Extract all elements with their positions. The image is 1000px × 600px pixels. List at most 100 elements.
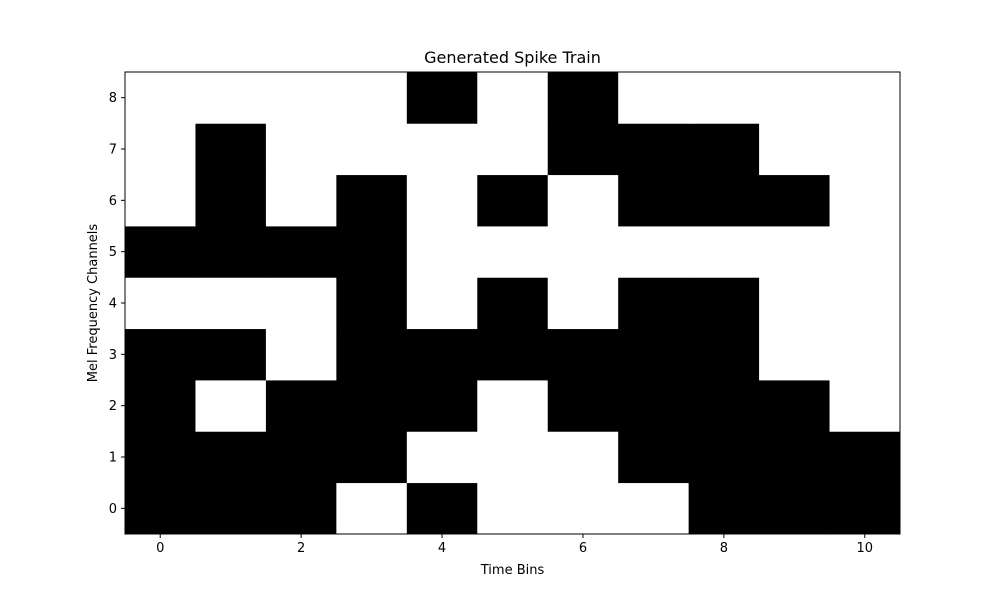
heatmap-cell-0-7	[125, 123, 196, 176]
heatmap-cell-1-1	[195, 431, 267, 484]
heatmap-cell-9-5	[759, 226, 830, 278]
heatmap-cell-6-5	[547, 226, 619, 278]
heatmap-cell-6-3	[547, 328, 619, 381]
heatmap-cell-8-6	[688, 174, 760, 227]
heatmap-cell-6-0	[547, 482, 619, 535]
heatmap-cell-5-2	[477, 380, 549, 432]
y-tick-label: 8	[109, 91, 117, 106]
heatmap-cell-7-8	[618, 72, 690, 124]
heatmap-cell-10-6	[829, 174, 901, 227]
heatmap-cells	[125, 72, 901, 535]
heatmap-cell-3-7	[336, 123, 408, 176]
heatmap-cell-9-7	[759, 123, 830, 176]
heatmap-cell-9-1	[759, 431, 830, 484]
heatmap-cell-5-6	[477, 174, 549, 227]
x-tick-label: 10	[856, 541, 873, 556]
heatmap-cell-0-4	[125, 277, 196, 330]
heatmap-cell-7-1	[618, 431, 690, 484]
heatmap-cell-8-5	[688, 226, 760, 278]
heatmap-cell-7-4	[618, 277, 690, 330]
heatmap-cell-1-5	[195, 226, 267, 278]
heatmap-cell-6-4	[547, 277, 619, 330]
heatmap-cell-2-8	[265, 72, 337, 124]
heatmap-cell-2-3	[265, 328, 337, 381]
heatmap-cell-10-1	[829, 431, 901, 484]
heatmap-cell-4-1	[406, 431, 478, 484]
y-tick-label: 5	[109, 245, 117, 260]
y-tick-label: 2	[109, 399, 117, 414]
heatmap-cell-0-1	[125, 431, 196, 484]
heatmap-cell-0-2	[125, 380, 196, 432]
heatmap-cell-9-0	[759, 482, 830, 535]
heatmap-cell-1-3	[195, 328, 267, 381]
heatmap-cell-1-8	[195, 72, 267, 124]
heatmap-cell-4-8	[406, 72, 478, 124]
heatmap-cell-3-0	[336, 482, 408, 535]
heatmap-cell-0-3	[125, 328, 196, 381]
heatmap-cell-2-5	[265, 226, 337, 278]
heatmap-cell-10-8	[829, 72, 901, 124]
heatmap-cell-9-2	[759, 380, 830, 432]
heatmap-cell-9-3	[759, 328, 830, 381]
heatmap-cell-0-6	[125, 174, 196, 227]
heatmap-cell-2-0	[265, 482, 337, 535]
heatmap-cell-2-4	[265, 277, 337, 330]
heatmap-cell-7-3	[618, 328, 690, 381]
heatmap-cell-4-4	[406, 277, 478, 330]
heatmap-cell-8-0	[688, 482, 760, 535]
heatmap-cell-9-4	[759, 277, 830, 330]
y-axis-label: Mel Frequency Channels	[86, 224, 101, 383]
heatmap-cell-7-0	[618, 482, 690, 535]
x-tick-label: 8	[720, 541, 728, 556]
heatmap-cell-5-0	[477, 482, 549, 535]
heatmap-cell-6-2	[547, 380, 619, 432]
x-axis-ticks: 0 2 4 6 8 10	[156, 534, 873, 556]
heatmap-cell-3-6	[336, 174, 408, 227]
x-axis-label: Time Bins	[480, 563, 545, 578]
heatmap-cell-8-7	[688, 123, 760, 176]
y-tick-label: 6	[109, 194, 117, 209]
heatmap-cell-9-8	[759, 72, 830, 124]
heatmap-cell-8-4	[688, 277, 760, 330]
heatmap-cell-4-3	[406, 328, 478, 381]
heatmap-cell-3-5	[336, 226, 408, 278]
heatmap-cell-8-3	[688, 328, 760, 381]
heatmap-cell-1-4	[195, 277, 267, 330]
plot-frame	[124, 71, 901, 535]
chart-title: Generated Spike Train	[424, 48, 601, 67]
heatmap-cell-5-3	[477, 328, 549, 381]
heatmap-cell-0-0	[125, 482, 196, 535]
heatmap-cell-10-4	[829, 277, 901, 330]
heatmap-cell-6-7	[547, 123, 619, 176]
x-tick-label: 0	[156, 541, 164, 556]
heatmap-cell-5-7	[477, 123, 549, 176]
heatmap-cell-10-2	[829, 380, 901, 432]
heatmap-cell-5-8	[477, 72, 549, 124]
heatmap-cell-0-8	[125, 72, 196, 124]
heatmap-cell-3-2	[336, 380, 408, 432]
heatmap-cell-10-5	[829, 226, 901, 278]
heatmap-cell-5-5	[477, 226, 549, 278]
y-tick-label: 0	[109, 502, 117, 517]
y-tick-label: 4	[109, 297, 117, 312]
heatmap-cell-9-6	[759, 174, 830, 227]
heatmap-cell-10-7	[829, 123, 901, 176]
heatmap-cell-4-2	[406, 380, 478, 432]
heatmap-cell-7-7	[618, 123, 690, 176]
heatmap-cell-1-6	[195, 174, 267, 227]
heatmap-cell-4-0	[406, 482, 478, 535]
heatmap-cell-6-8	[547, 72, 619, 124]
heatmap-cell-10-0	[829, 482, 901, 535]
heatmap-cell-7-2	[618, 380, 690, 432]
heatmap-cell-10-3	[829, 328, 901, 381]
heatmap-cell-4-7	[406, 123, 478, 176]
y-tick-label: 1	[109, 451, 117, 466]
heatmap-cell-7-5	[618, 226, 690, 278]
heatmap-cell-1-0	[195, 482, 267, 535]
x-tick-label: 2	[297, 541, 305, 556]
heatmap-cell-6-6	[547, 174, 619, 227]
heatmap-cell-2-2	[265, 380, 337, 432]
heatmap-cell-8-8	[688, 72, 760, 124]
heatmap-cell-5-4	[477, 277, 549, 330]
